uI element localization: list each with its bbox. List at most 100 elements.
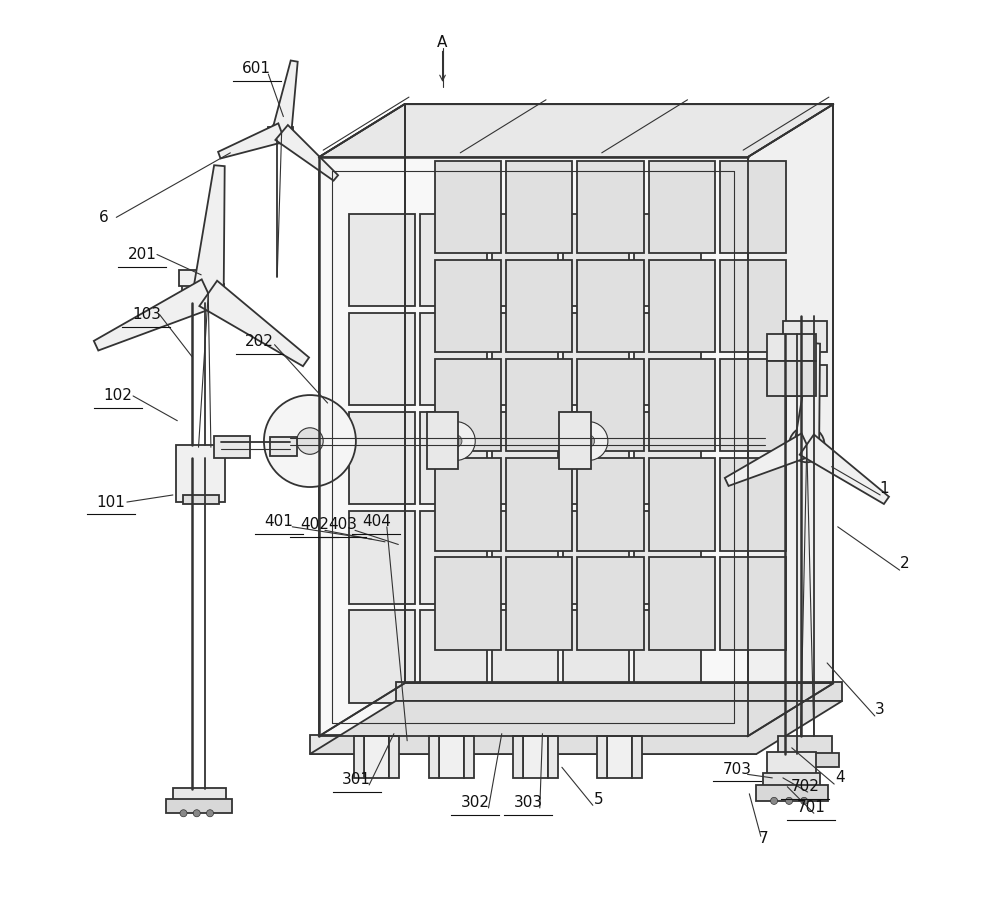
Polygon shape [214,436,250,458]
Polygon shape [492,214,558,306]
Polygon shape [354,736,364,778]
Polygon shape [649,161,715,253]
Polygon shape [756,785,828,801]
Circle shape [450,435,462,447]
Circle shape [771,797,778,805]
Polygon shape [634,511,701,603]
Polygon shape [429,736,439,778]
Polygon shape [767,361,816,396]
Polygon shape [563,313,629,405]
Polygon shape [563,412,629,505]
Polygon shape [577,458,644,550]
Polygon shape [767,753,816,774]
Text: 1: 1 [880,481,889,497]
Polygon shape [173,788,226,801]
Polygon shape [720,458,786,550]
Polygon shape [275,125,338,180]
Polygon shape [634,611,701,703]
Polygon shape [389,736,399,778]
Circle shape [569,421,608,461]
Polygon shape [492,412,558,505]
Text: 702: 702 [791,779,819,794]
Polygon shape [427,412,458,470]
Text: 403: 403 [328,516,357,532]
Polygon shape [649,458,715,550]
Polygon shape [435,161,501,253]
Polygon shape [179,270,210,286]
Text: 202: 202 [245,334,274,348]
Polygon shape [420,611,487,703]
Polygon shape [492,313,558,405]
Text: A: A [437,35,448,49]
Polygon shape [310,735,756,754]
Polygon shape [182,284,224,306]
Polygon shape [420,313,487,405]
Polygon shape [166,799,232,814]
Polygon shape [559,412,591,470]
Polygon shape [720,161,786,253]
Text: 101: 101 [97,495,125,509]
Circle shape [786,797,793,805]
Polygon shape [778,736,832,754]
Polygon shape [577,359,644,452]
Polygon shape [800,435,889,504]
Text: 402: 402 [300,516,329,532]
Polygon shape [435,359,501,452]
Polygon shape [349,611,415,703]
Polygon shape [634,412,701,505]
Polygon shape [632,736,642,778]
Polygon shape [420,214,487,306]
Polygon shape [420,412,487,505]
Polygon shape [577,558,644,649]
Text: 701: 701 [797,800,826,815]
Polygon shape [405,104,833,683]
Polygon shape [268,128,293,141]
Polygon shape [725,434,812,486]
Text: 3: 3 [875,702,885,718]
Polygon shape [634,214,701,306]
Polygon shape [218,123,285,158]
Circle shape [436,421,475,461]
Polygon shape [310,701,842,754]
Polygon shape [763,772,820,787]
Polygon shape [439,736,464,778]
Polygon shape [435,458,501,550]
Circle shape [801,797,808,805]
Polygon shape [435,558,501,649]
Polygon shape [349,313,415,405]
Polygon shape [649,260,715,352]
Circle shape [206,810,214,817]
Polygon shape [577,260,644,352]
Text: 6: 6 [99,210,109,224]
Circle shape [270,121,293,144]
Polygon shape [720,359,786,452]
Polygon shape [270,436,297,456]
Text: 102: 102 [104,389,133,403]
Text: 103: 103 [132,307,161,322]
Polygon shape [577,161,644,253]
Circle shape [789,427,824,462]
Polygon shape [783,365,827,396]
Polygon shape [396,682,842,701]
Polygon shape [783,321,827,352]
Polygon shape [492,611,558,703]
Text: 301: 301 [342,772,371,788]
Polygon shape [364,736,389,778]
Polygon shape [634,313,701,405]
Text: 401: 401 [265,514,293,529]
Polygon shape [506,458,572,550]
Text: 601: 601 [242,61,271,76]
Polygon shape [193,165,225,295]
Polygon shape [319,104,833,157]
Polygon shape [563,511,629,603]
Polygon shape [349,511,415,603]
Text: 2: 2 [900,557,910,571]
Text: 5: 5 [594,792,604,806]
Polygon shape [435,260,501,352]
Circle shape [264,395,356,487]
Polygon shape [513,736,523,778]
Polygon shape [607,736,632,778]
Polygon shape [506,359,572,452]
Polygon shape [319,157,748,736]
Polygon shape [523,736,548,778]
